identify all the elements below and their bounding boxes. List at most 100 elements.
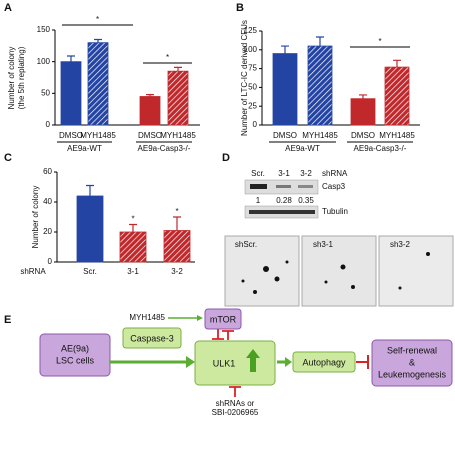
group-label: AE9a-WT xyxy=(285,144,320,153)
error-bar xyxy=(67,55,75,62)
y-tick-label: 50 xyxy=(248,83,257,92)
node-box xyxy=(371,339,453,387)
bar xyxy=(87,42,109,126)
group-label: AE9a-Casp3-/- xyxy=(138,144,191,153)
significance-label: * xyxy=(131,215,134,224)
inhibition xyxy=(212,329,234,340)
bar xyxy=(167,70,189,126)
node-label: MYH1485 xyxy=(129,313,165,322)
x-tick-label: 3-1 xyxy=(127,267,139,276)
significance-label: * xyxy=(166,53,169,62)
x-tick-label: MYH1485 xyxy=(379,131,415,140)
x-tick-label: DMSO xyxy=(351,131,375,140)
significance-label: * xyxy=(96,15,99,24)
error-bar xyxy=(359,94,367,99)
y-tick-label: 0 xyxy=(48,257,53,266)
significance-label: * xyxy=(175,207,178,216)
error-bar xyxy=(86,184,94,196)
node-label: Caspase-3 xyxy=(130,333,174,343)
lane-label: Scr. xyxy=(251,169,265,178)
x-tick-label: DMSO xyxy=(138,131,162,140)
node-label: mTOR xyxy=(210,314,237,324)
node-label: ULK1 xyxy=(213,358,236,368)
error-bar xyxy=(281,45,289,54)
bar xyxy=(119,231,147,263)
error-bar xyxy=(316,36,324,47)
error-bar xyxy=(173,216,181,231)
panel-label: A xyxy=(4,2,12,14)
y-axis-label: Number of colony xyxy=(31,186,40,249)
lane-label: 3-2 xyxy=(300,169,312,178)
x-tick-label: Scr. xyxy=(83,267,97,276)
node-box xyxy=(204,308,242,330)
band-label: Casp3 xyxy=(322,182,346,191)
western-blot: Scr. 3-1 3-2 shRNA Casp3 1 0.28 0.35 Tub… xyxy=(244,169,348,219)
node-label: LSC cells xyxy=(56,355,95,365)
error-bar xyxy=(174,66,182,72)
quant-label: 0.35 xyxy=(298,196,314,205)
y-tick-label: 100 xyxy=(37,57,51,66)
band xyxy=(250,184,267,189)
y-tick-label: 50 xyxy=(41,88,50,97)
bar xyxy=(307,45,333,126)
node-box xyxy=(292,351,356,373)
x-tick-label: DMSO xyxy=(59,131,83,140)
panel-label: E xyxy=(4,314,11,326)
significance-label: * xyxy=(378,37,381,46)
bar xyxy=(76,195,104,263)
lane-label: 3-1 xyxy=(278,169,290,178)
image-label: sh3-2 xyxy=(390,240,411,249)
colony-image xyxy=(378,235,454,307)
node-label: SBI-0206965 xyxy=(212,408,259,417)
node-label: Autophagy xyxy=(302,357,346,367)
quant-label: 0.28 xyxy=(276,196,292,205)
y-tick-label: 0 xyxy=(253,120,258,129)
colonies xyxy=(241,252,430,294)
node-label: AE(9a) xyxy=(61,343,89,353)
band xyxy=(298,185,313,188)
x-tick-label: MYH1485 xyxy=(160,131,196,140)
bar xyxy=(139,96,161,126)
pathway-diagram: AE(9a) LSC cells Caspase-3 MYH1485 mTOR … xyxy=(39,308,453,417)
bar xyxy=(60,61,82,126)
x-tick-label: DMSO xyxy=(273,131,297,140)
colony-image xyxy=(301,235,377,307)
error-bar xyxy=(393,59,401,68)
y-tick-label: 25 xyxy=(248,101,257,110)
image-label: shScr. xyxy=(235,240,257,249)
bar xyxy=(272,53,298,126)
node-label: Leukemogenesis xyxy=(378,369,447,379)
node-box xyxy=(39,333,111,377)
y-tick-label: 20 xyxy=(43,227,52,236)
group-label: AE9a-WT xyxy=(67,144,102,153)
y-tick-label: 75 xyxy=(248,64,257,73)
bar xyxy=(384,66,410,126)
lane-title: shRNA xyxy=(322,169,348,178)
node-label: & xyxy=(409,357,415,367)
panel-label: D xyxy=(222,152,230,164)
image-label: sh3-1 xyxy=(313,240,334,249)
node-label: Self-renewal xyxy=(387,345,437,355)
up-arrow xyxy=(246,349,260,372)
quant-label: 1 xyxy=(256,196,261,205)
panel-label: B xyxy=(236,2,244,14)
band xyxy=(276,185,291,188)
y-tick-label: 150 xyxy=(37,25,51,34)
band xyxy=(249,210,315,214)
error-bar xyxy=(129,223,137,232)
bar xyxy=(350,98,376,126)
y-axis-label: (the 5th replating) xyxy=(17,46,26,109)
y-tick-label: 125 xyxy=(244,26,258,35)
y-tick-label: 40 xyxy=(43,197,52,206)
y-tick-label: 100 xyxy=(244,45,258,54)
arrowhead xyxy=(197,315,203,321)
colony-image xyxy=(224,235,300,307)
x-tick-label: MYH1485 xyxy=(302,131,338,140)
error-bar xyxy=(94,38,102,43)
error-bar xyxy=(146,94,154,97)
colony-images: shScr. sh3-1 sh3-2 xyxy=(224,235,454,307)
band-label: Tubulin xyxy=(322,207,348,216)
x-tick-label: MYH1485 xyxy=(80,131,116,140)
y-axis-label: Number of LTC-IC derived CFUs xyxy=(240,20,249,136)
